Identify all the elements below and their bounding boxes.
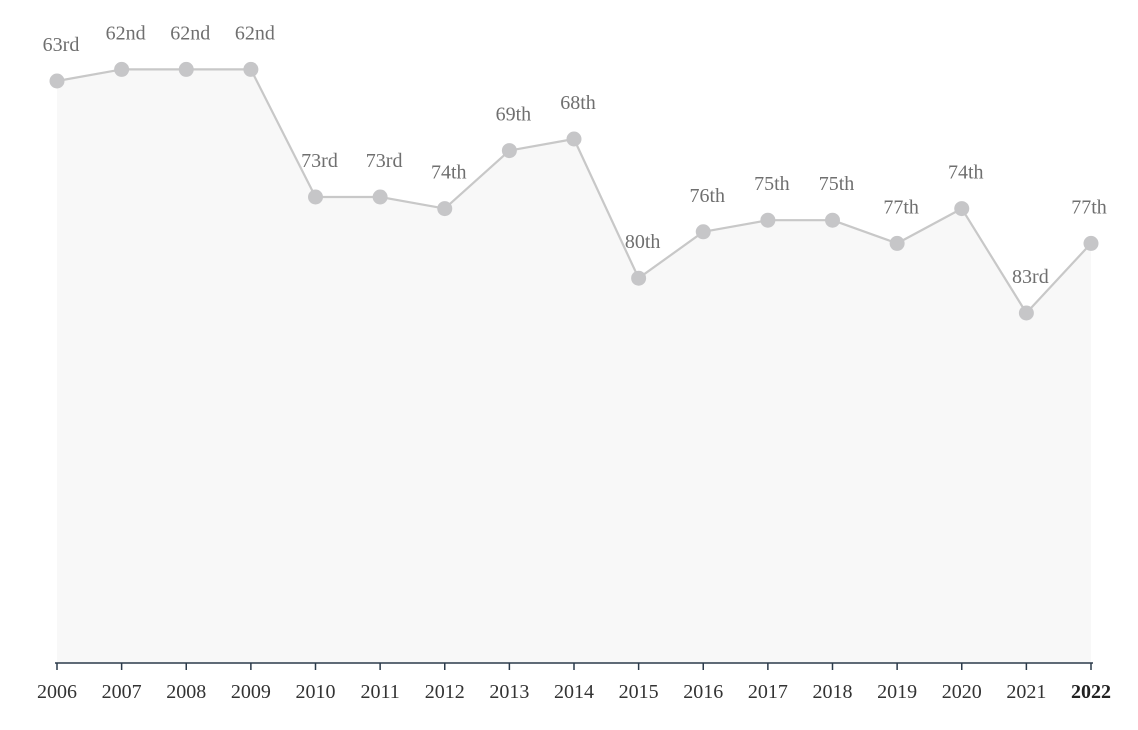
x-tick-label: 2017	[748, 681, 788, 703]
x-tick-label: 2015	[619, 681, 659, 703]
data-label: 74th	[948, 162, 984, 184]
data-point	[889, 235, 905, 251]
data-label: 80th	[625, 231, 661, 253]
data-label: 76th	[689, 185, 725, 207]
data-point	[1083, 235, 1099, 251]
data-point	[437, 201, 453, 217]
data-label: 77th	[883, 196, 919, 218]
data-label: 62nd	[106, 22, 146, 44]
point-labels-layer: 63rd 62nd 62nd 62nd 73rd 73rd 74th 69th 68th 80th…	[43, 22, 1107, 288]
data-point	[695, 224, 711, 240]
x-tick-label: 2016	[683, 681, 723, 703]
data-label: 74th	[431, 162, 467, 184]
data-point	[243, 61, 259, 77]
area-fill	[57, 69, 1091, 663]
data-point	[178, 61, 194, 77]
data-label: 68th	[560, 92, 596, 114]
data-label: 73rd	[366, 150, 403, 172]
data-point	[760, 212, 776, 228]
data-label: 77th	[1071, 196, 1107, 218]
data-point	[631, 270, 647, 286]
x-tick-label: 2013	[489, 681, 529, 703]
x-tick-label: 2022	[1071, 681, 1111, 703]
data-point	[308, 189, 323, 205]
x-tick-label: 2008	[166, 681, 206, 703]
data-point	[501, 143, 517, 159]
data-label: 73rd	[301, 150, 338, 172]
x-tick-label: 2007	[102, 681, 142, 703]
x-tick-label: 2009	[231, 681, 271, 703]
x-tick-label: 2010	[296, 681, 336, 703]
data-point	[825, 212, 840, 228]
data-label: 62nd	[235, 22, 275, 44]
x-tick-label: 2011	[360, 681, 399, 703]
x-tick-label: 2014	[554, 681, 594, 703]
data-label: 62nd	[170, 22, 210, 44]
data-point	[566, 131, 582, 147]
data-label: 69th	[496, 104, 532, 126]
data-label: 83rd	[1012, 266, 1049, 288]
data-point	[372, 189, 388, 205]
x-tick-label: 2012	[425, 681, 465, 703]
data-point	[114, 61, 130, 77]
data-point	[49, 73, 65, 89]
data-point	[954, 201, 970, 217]
data-label: 75th	[754, 173, 790, 195]
x-tick-label: 2020	[942, 681, 982, 703]
x-axis: 2006 2007 2008 2009 2010 2011 2012 2013 2014 2015…	[37, 662, 1111, 703]
points-layer	[49, 61, 1099, 321]
data-point	[1018, 305, 1034, 321]
area-layer	[57, 69, 1091, 663]
x-tick-label: 2006	[37, 681, 77, 703]
x-tick-label: 2019	[877, 681, 917, 703]
x-tick-label: 2021	[1006, 681, 1046, 703]
data-label: 75th	[819, 173, 855, 195]
data-label: 63rd	[43, 34, 80, 56]
x-tick-label: 2018	[813, 681, 853, 703]
